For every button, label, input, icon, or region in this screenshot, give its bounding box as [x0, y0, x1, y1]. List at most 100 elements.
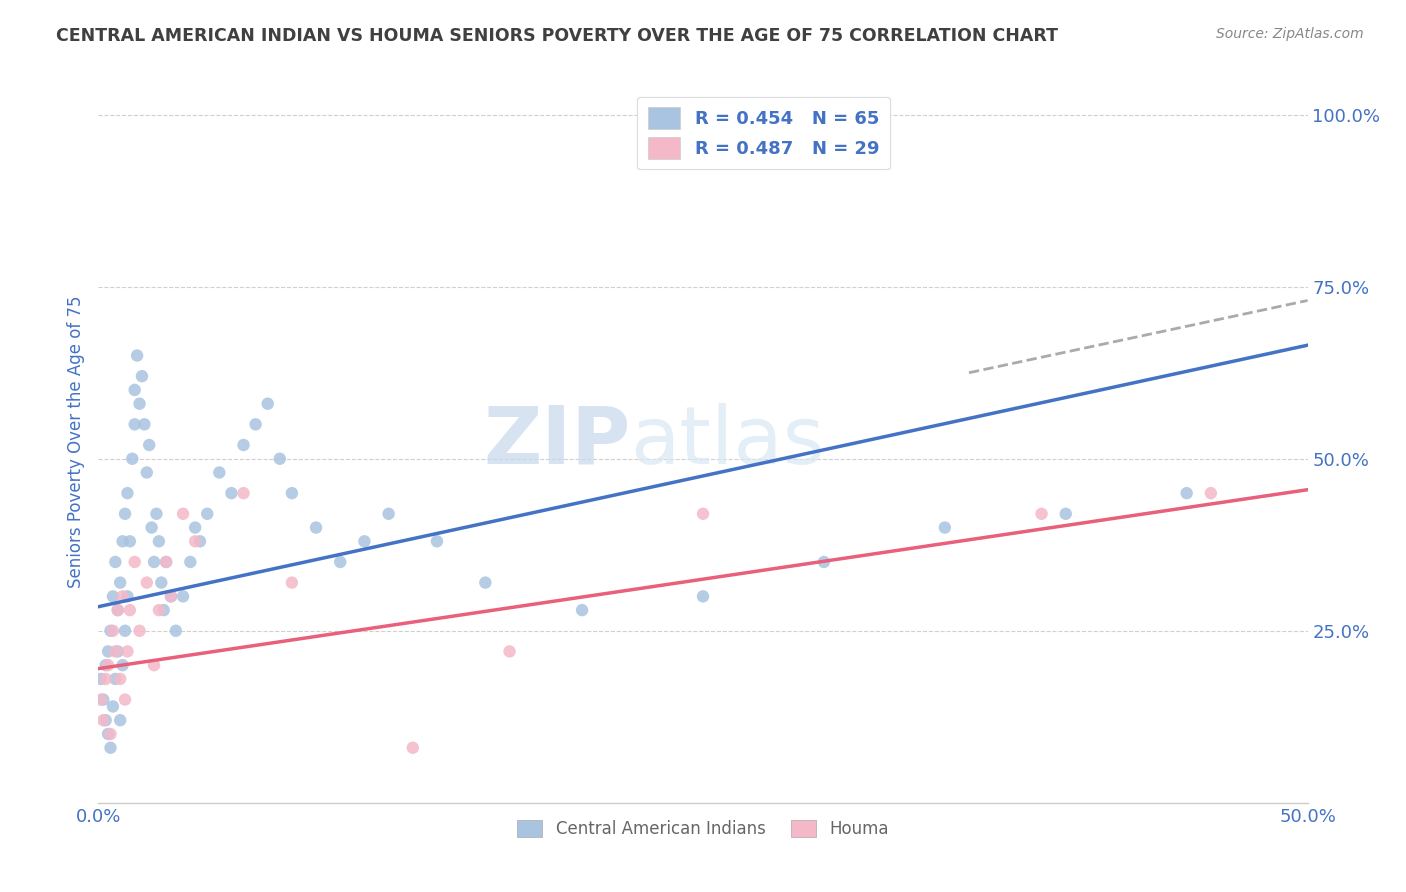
Point	[148, 534, 170, 549]
Point	[172, 507, 194, 521]
Point	[94, 713, 117, 727]
Point	[107, 603, 129, 617]
Point	[117, 590, 139, 604]
Point	[127, 349, 149, 363]
Point	[188, 534, 211, 549]
Point	[101, 624, 124, 638]
Point	[90, 672, 112, 686]
Point	[114, 692, 136, 706]
Point	[94, 672, 117, 686]
Point	[104, 644, 127, 658]
Point	[104, 672, 127, 686]
Point	[208, 466, 231, 480]
Point	[97, 727, 120, 741]
Point	[305, 520, 328, 534]
Point	[111, 534, 134, 549]
Point	[160, 590, 183, 604]
Point	[353, 534, 375, 549]
Point	[143, 658, 166, 673]
Point	[1175, 486, 1198, 500]
Point	[124, 555, 146, 569]
Point	[692, 590, 714, 604]
Point	[117, 644, 139, 658]
Point	[152, 603, 174, 617]
Point	[172, 590, 194, 604]
Point	[111, 658, 134, 673]
Point	[179, 555, 201, 569]
Point	[91, 692, 114, 706]
Point	[91, 713, 114, 727]
Point	[141, 520, 163, 534]
Point	[94, 658, 117, 673]
Point	[148, 603, 170, 617]
Text: atlas: atlas	[630, 402, 825, 481]
Point	[1031, 507, 1053, 521]
Point	[155, 555, 177, 569]
Point	[128, 397, 150, 411]
Point	[184, 520, 207, 534]
Point	[108, 575, 131, 590]
Point	[692, 507, 714, 521]
Legend: Central American Indians, Houma: Central American Indians, Houma	[510, 814, 896, 845]
Point	[97, 644, 120, 658]
Point	[118, 603, 141, 617]
Point	[101, 590, 124, 604]
Point	[90, 692, 112, 706]
Point	[124, 383, 146, 397]
Point	[232, 438, 254, 452]
Point	[256, 397, 278, 411]
Point	[134, 417, 156, 432]
Point	[100, 624, 122, 638]
Point	[135, 575, 157, 590]
Point	[281, 575, 304, 590]
Point	[813, 555, 835, 569]
Point	[121, 451, 143, 466]
Point	[474, 575, 496, 590]
Point	[150, 575, 173, 590]
Point	[934, 520, 956, 534]
Point	[124, 417, 146, 432]
Point	[117, 486, 139, 500]
Point	[100, 727, 122, 741]
Point	[108, 672, 131, 686]
Point	[138, 438, 160, 452]
Point	[269, 451, 291, 466]
Point	[160, 590, 183, 604]
Point	[245, 417, 267, 432]
Point	[402, 740, 425, 755]
Point	[107, 644, 129, 658]
Point	[128, 624, 150, 638]
Point	[571, 603, 593, 617]
Point	[232, 486, 254, 500]
Point	[221, 486, 243, 500]
Point	[107, 603, 129, 617]
Point	[377, 507, 399, 521]
Point	[155, 555, 177, 569]
Point	[135, 466, 157, 480]
Point	[498, 644, 520, 658]
Point	[426, 534, 449, 549]
Point	[1054, 507, 1077, 521]
Point	[165, 624, 187, 638]
Y-axis label: Seniors Poverty Over the Age of 75: Seniors Poverty Over the Age of 75	[66, 295, 84, 588]
Point	[329, 555, 352, 569]
Point	[111, 590, 134, 604]
Point	[97, 658, 120, 673]
Point	[281, 486, 304, 500]
Text: CENTRAL AMERICAN INDIAN VS HOUMA SENIORS POVERTY OVER THE AGE OF 75 CORRELATION : CENTRAL AMERICAN INDIAN VS HOUMA SENIORS…	[56, 27, 1059, 45]
Point	[104, 555, 127, 569]
Point	[101, 699, 124, 714]
Text: Source: ZipAtlas.com: Source: ZipAtlas.com	[1216, 27, 1364, 41]
Text: ZIP: ZIP	[484, 402, 630, 481]
Point	[1199, 486, 1222, 500]
Point	[100, 740, 122, 755]
Point	[184, 534, 207, 549]
Point	[195, 507, 218, 521]
Point	[108, 713, 131, 727]
Point	[131, 369, 153, 384]
Point	[143, 555, 166, 569]
Point	[114, 624, 136, 638]
Point	[145, 507, 167, 521]
Point	[118, 534, 141, 549]
Point	[114, 507, 136, 521]
